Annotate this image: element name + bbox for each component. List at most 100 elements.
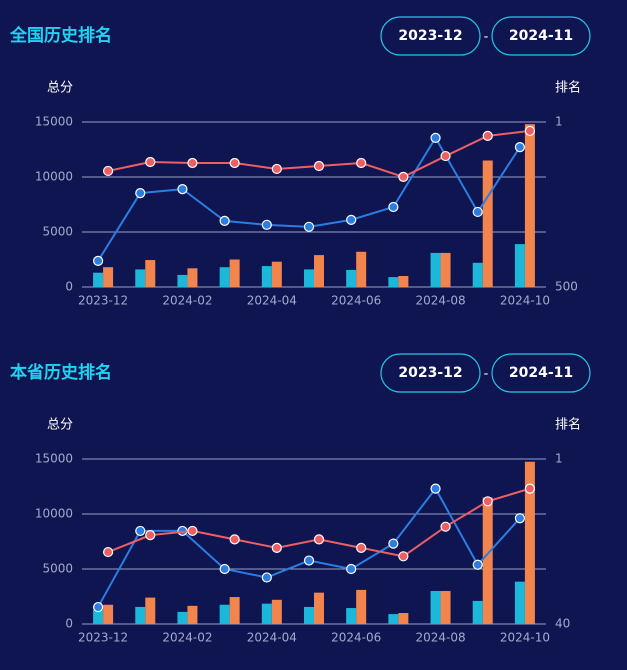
line-point xyxy=(92,255,104,266)
date-end[interactable]: 2024-11 xyxy=(509,365,573,381)
bar xyxy=(177,274,188,287)
line-point xyxy=(229,534,240,545)
panel-title: 全国历史排名 xyxy=(9,25,112,46)
bar xyxy=(304,606,314,624)
panel-title: 本省历史排名 xyxy=(10,362,112,383)
bar xyxy=(388,277,399,287)
line-point xyxy=(229,157,240,169)
x-tick-label: 2024-08 xyxy=(415,631,465,645)
line-point xyxy=(271,163,282,175)
x-tick-label: 2024-08 xyxy=(415,294,465,308)
x-tick-label: 2024-10 xyxy=(500,631,550,645)
bar xyxy=(398,613,409,624)
bar xyxy=(145,597,156,624)
bar xyxy=(229,597,240,624)
line-point xyxy=(261,219,272,230)
bar xyxy=(187,268,198,287)
line-point xyxy=(271,542,282,553)
line-point xyxy=(102,165,114,177)
line-point xyxy=(440,150,451,162)
bar xyxy=(430,591,441,624)
bar xyxy=(229,259,240,287)
line-point xyxy=(346,563,357,575)
bar xyxy=(177,611,188,624)
bar xyxy=(93,609,104,624)
bar xyxy=(135,269,146,287)
line-point xyxy=(313,534,325,545)
date-end[interactable]: 2024-11 xyxy=(509,28,573,44)
bar xyxy=(356,589,367,624)
date-separator: - xyxy=(484,30,489,45)
date-start-button[interactable] xyxy=(380,16,481,56)
x-tick-label: 2023-12 xyxy=(78,631,128,645)
bar xyxy=(135,606,146,624)
bar xyxy=(261,603,272,624)
bar xyxy=(93,272,104,287)
line-point xyxy=(356,542,367,553)
line-point xyxy=(145,156,156,168)
x-tick-label: 2023-12 xyxy=(78,294,128,308)
line-point xyxy=(388,538,399,549)
line-point xyxy=(440,521,451,532)
line-point xyxy=(430,483,441,494)
line-point xyxy=(135,187,146,199)
y2-tick-label: 1 xyxy=(555,115,563,129)
bar xyxy=(482,160,493,287)
y2-axis-label: 排名 xyxy=(555,417,581,433)
line-point xyxy=(187,525,198,537)
line-point xyxy=(135,525,146,537)
line-point xyxy=(356,157,367,169)
line-point xyxy=(219,215,230,226)
y-tick-label: 5000 xyxy=(42,225,73,239)
bar xyxy=(314,592,324,624)
bar xyxy=(524,124,535,287)
y-tick-label: 10000 xyxy=(35,507,73,521)
date-start[interactable]: 2023-12 xyxy=(398,28,462,44)
y-tick-label: 10000 xyxy=(35,170,73,184)
x-tick-label: 2024-04 xyxy=(247,294,297,308)
bar xyxy=(472,262,483,287)
line-point xyxy=(482,496,493,507)
date-end-button[interactable] xyxy=(491,353,591,393)
line-point xyxy=(92,601,104,613)
y-tick-label: 0 xyxy=(65,280,73,294)
bar xyxy=(472,600,483,624)
bar xyxy=(314,255,324,287)
bar xyxy=(346,608,357,624)
date-start-button[interactable] xyxy=(380,353,481,393)
line-point xyxy=(145,530,156,541)
line-point xyxy=(177,184,188,195)
bar xyxy=(388,614,399,624)
bar xyxy=(440,252,451,287)
line-point xyxy=(303,555,315,566)
line-point xyxy=(398,171,409,182)
x-tick-label: 2024-10 xyxy=(500,294,550,308)
bar xyxy=(440,591,451,624)
date-start[interactable]: 2023-12 xyxy=(398,365,462,381)
line-point xyxy=(514,513,526,524)
y-axis-label: 总分 xyxy=(47,81,73,96)
line-point xyxy=(261,572,272,583)
line-point xyxy=(430,132,441,143)
x-tick-label: 2024-06 xyxy=(331,294,381,308)
bar xyxy=(219,267,230,287)
x-tick-label: 2024-02 xyxy=(162,631,212,645)
y-tick-label: 5000 xyxy=(42,562,73,576)
line-point xyxy=(388,201,399,213)
bar xyxy=(524,461,535,624)
bar xyxy=(103,267,114,287)
date-end-button[interactable] xyxy=(491,16,591,56)
bar xyxy=(356,251,367,287)
bar xyxy=(103,604,114,624)
x-tick-label: 2024-04 xyxy=(247,631,297,645)
line-point xyxy=(102,546,114,558)
bar xyxy=(514,581,525,624)
line-point xyxy=(482,130,493,141)
y2-tick-label: 40 xyxy=(555,617,570,631)
y-tick-label: 15000 xyxy=(35,115,73,129)
line-point xyxy=(524,125,536,137)
y2-tick-label: 500 xyxy=(555,280,578,294)
line-point xyxy=(514,142,526,153)
